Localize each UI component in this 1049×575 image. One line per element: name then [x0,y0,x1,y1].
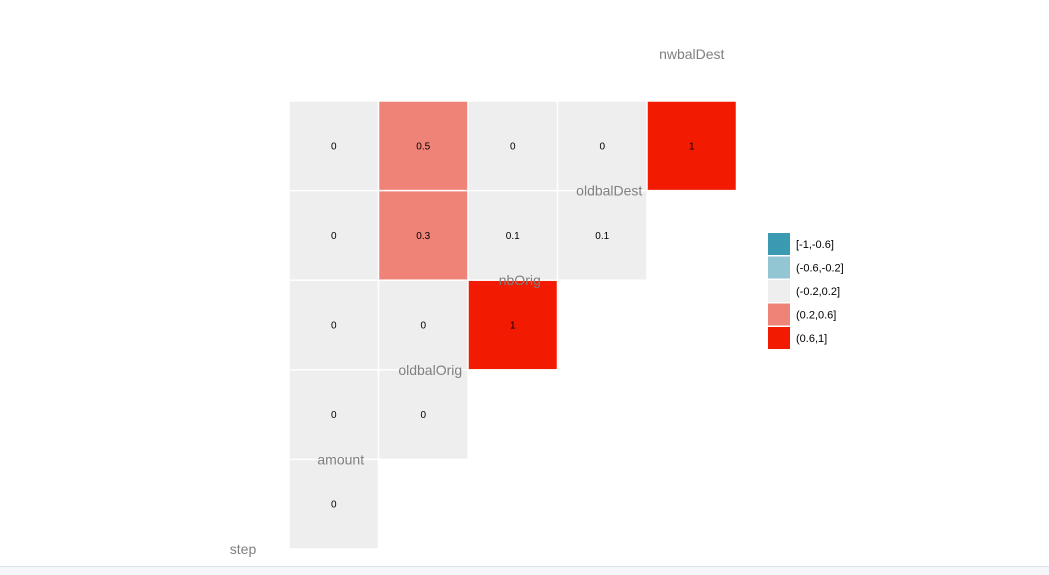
legend-label: (0.6,1] [796,333,827,345]
heatmap-cell-nwbalDest-oldbalDest [647,101,736,190]
bottom-scrollbar-track [0,566,1049,575]
heatmap-cell-oldbalDest-step [289,191,378,280]
heatmap-cell-nbOrig-oldbalOrig [468,280,557,370]
cell-value-label: 0.5 [416,141,430,152]
variable-label-nwbalDest: nwbalDest [659,46,724,62]
cell-value-label: 0.3 [416,231,430,242]
legend-key [768,303,790,326]
legend-label: [-1,-0.6] [796,239,834,251]
cell-value-label: 0 [599,141,605,152]
cell-value-label: 0 [420,410,426,421]
legend-label: (0.2,0.6] [796,310,836,322]
cell-value-label: 0 [331,410,337,421]
legend: [-1,-0.6] (-0.6,-0.2] (-0.2,0.2] (0.2,0.6] (… [768,233,844,349]
heatmap-cell-oldbalOrig-amount [379,370,468,459]
variable-label-oldbalOrig: oldbalOrig [398,362,462,378]
legend-key [768,256,790,279]
cell-value-label: 0 [331,500,337,511]
legend-key [768,233,790,255]
variable-labels: step amount oldbalOrig nbOrig oldbalDest nwba… [230,46,725,557]
variable-label-oldbalDest: oldbalDest [576,183,642,199]
heatmap-cell-oldbalDest-amount [379,191,468,280]
cell-value-label: 1 [510,321,516,332]
legend-label: (-0.6,-0.2] [796,263,844,275]
heatmap-cell-oldbalDest-oldbalOrig [468,191,557,280]
heatmap-cell-oldbalOrig-step [289,370,378,459]
cell-value-label: 0 [331,321,337,332]
cell-value-label: 0.1 [595,231,609,242]
heatmap-cell-oldbalDest-nbOrig [558,191,647,280]
variable-label-nbOrig: nbOrig [499,272,541,288]
heatmap-cell-nbOrig-step [289,280,378,370]
cell-value-label: 0 [420,321,426,332]
variable-label-amount: amount [317,451,364,467]
heatmap-cell-nwbalDest-step [289,101,378,190]
heatmap-cell-nwbalDest-oldbalOrig [468,101,557,190]
cell-value-label: 0 [331,141,337,152]
legend-label: (-0.2,0.2] [796,286,840,298]
cell-value-label: 1 [689,141,695,152]
cell-value-label: 0.1 [506,231,520,242]
legend-key [768,280,790,302]
cell-value-label: 0 [331,231,337,242]
heatmap-cell-nwbalDest-nbOrig [558,101,647,190]
heatmap-cells: 0 0 0 0 0 1 0 0.3 0.1 0.1 0 0.5 0 0 1 [289,101,736,549]
cell-value-label: 0 [510,141,516,152]
heatmap-cell-nwbalDest-amount [379,101,468,190]
heatmap-cell-nbOrig-amount [379,280,468,370]
variable-label-step: step [230,541,257,557]
legend-key [768,327,790,349]
heatmap-cell-amount-step [289,460,378,549]
